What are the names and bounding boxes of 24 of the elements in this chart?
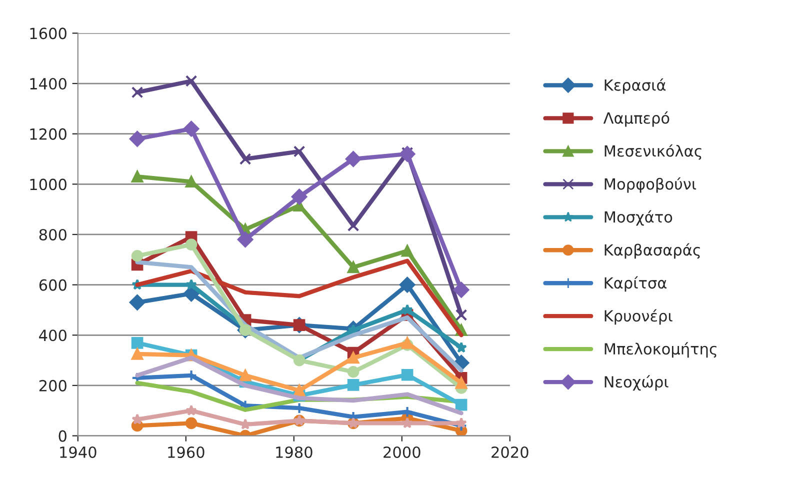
y-tick-label: 1400 (30, 78, 66, 90)
y-tick-label: 0 (58, 430, 66, 442)
x-tick-label: 2020 (492, 446, 528, 458)
x-tick-label: 1960 (168, 446, 204, 458)
legend-label: Καρβασαράς (604, 243, 700, 259)
x-tick-label: 1980 (276, 446, 312, 458)
legend-label: Κρυονέρι (604, 309, 672, 325)
y-tick-label: 200 (39, 380, 66, 392)
y-tick-label: 1000 (30, 178, 66, 190)
legend-label: Λαμπερό (603, 111, 670, 127)
y-tick-label: 1200 (30, 128, 66, 140)
legend-label: Νεοχώρι (604, 375, 668, 391)
legend-label: Μεσενικόλας (604, 144, 702, 160)
legend-label: Καρίτσα (604, 276, 666, 292)
y-tick-label: 1600 (30, 28, 66, 40)
x-tick-label: 2000 (384, 446, 420, 458)
y-tick-label: 600 (39, 279, 66, 291)
y-tick-label: 800 (39, 228, 66, 241)
legend-label: Κερασιά (604, 78, 666, 94)
x-tick-label: 1940 (60, 446, 96, 458)
legend-label: Μοσχάτο (604, 210, 672, 226)
legend-label: Μπελοκομήτης (604, 342, 716, 358)
y-tick-label: 400 (39, 330, 66, 342)
legend-label: Μορφοβούνι (604, 177, 696, 193)
